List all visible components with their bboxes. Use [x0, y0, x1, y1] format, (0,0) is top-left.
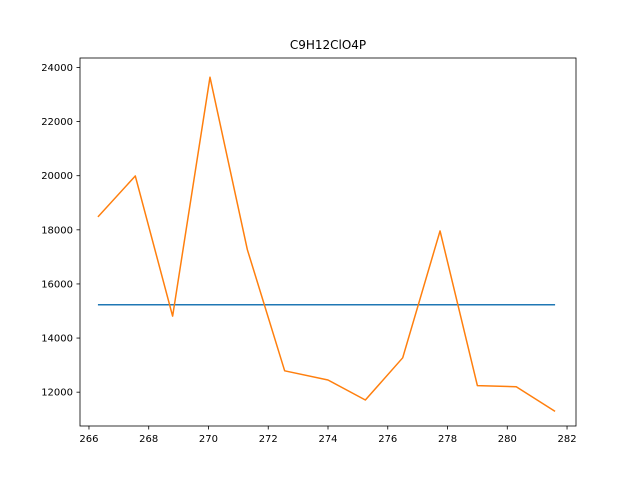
series-line-1 [97, 76, 556, 413]
plot-area: 266 268 270 272 274 276 278 280 282 12000 14000 160… [41, 57, 577, 445]
x-tick-label: 278 [438, 434, 457, 445]
y-tick-label: 24000 [41, 63, 73, 74]
x-tick-label: 276 [378, 434, 397, 445]
y-tick-label: 22000 [41, 117, 73, 128]
x-tick-label: 272 [259, 434, 278, 445]
y-tick-label: 20000 [41, 171, 73, 182]
x-tick-label: 280 [498, 434, 517, 445]
x-tick-label: 274 [318, 434, 337, 445]
x-tick-label: 268 [139, 434, 158, 445]
x-tick-label: 266 [79, 434, 98, 445]
y-tick-label: 16000 [41, 279, 73, 290]
chart-title: C9H12ClO4P [290, 38, 366, 52]
x-tick-label: 282 [557, 434, 576, 445]
y-tick-label: 12000 [41, 388, 73, 399]
y-tick-label: 18000 [41, 225, 73, 236]
y-tick-label: 14000 [41, 334, 73, 345]
x-tick-label: 270 [199, 434, 218, 445]
